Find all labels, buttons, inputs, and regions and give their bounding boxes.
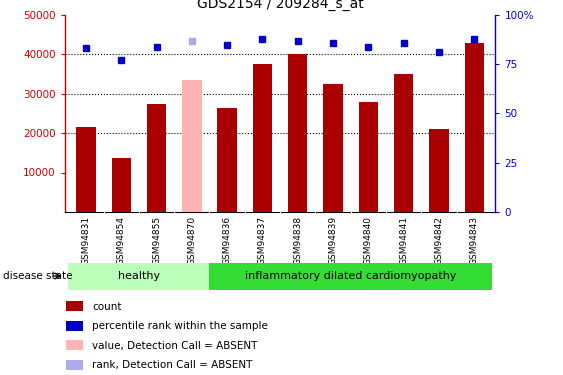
Bar (66, 321, 83, 331)
Text: GSM94870: GSM94870 (187, 216, 196, 265)
Bar (253, 64, 272, 212)
Bar (66, 360, 83, 370)
Bar (429, 129, 449, 212)
Bar (209, 262, 492, 290)
Text: GSM94838: GSM94838 (293, 216, 302, 265)
Text: GSM94840: GSM94840 (364, 216, 373, 265)
Text: GSM94843: GSM94843 (470, 216, 479, 265)
Bar (66, 301, 83, 311)
Text: disease state: disease state (3, 271, 73, 281)
Text: GSM94836: GSM94836 (222, 216, 231, 265)
Text: GSM94837: GSM94837 (258, 216, 267, 265)
Text: GSM94854: GSM94854 (117, 216, 126, 265)
Text: inflammatory dilated cardiomyopathy: inflammatory dilated cardiomyopathy (245, 271, 457, 281)
Text: GSM94831: GSM94831 (82, 216, 91, 265)
Text: rank, Detection Call = ABSENT: rank, Detection Call = ABSENT (92, 360, 253, 370)
Bar (323, 84, 343, 212)
Bar (182, 80, 202, 212)
Text: GSM94839: GSM94839 (329, 216, 338, 265)
Bar (288, 54, 307, 212)
Text: GSM94841: GSM94841 (399, 216, 408, 265)
Text: count: count (92, 302, 122, 312)
Text: GSM94842: GSM94842 (435, 216, 444, 265)
Bar (111, 158, 131, 212)
Bar (76, 127, 96, 212)
Bar (68, 262, 209, 290)
Bar (66, 340, 83, 350)
Title: GDS2154 / 209284_s_at: GDS2154 / 209284_s_at (196, 0, 364, 11)
Bar (359, 102, 378, 212)
Bar (394, 74, 413, 212)
Bar (147, 104, 166, 212)
Text: GSM94855: GSM94855 (152, 216, 161, 265)
Text: percentile rank within the sample: percentile rank within the sample (92, 321, 268, 331)
Bar (464, 43, 484, 212)
Text: healthy: healthy (118, 271, 160, 281)
Bar (217, 108, 237, 212)
Text: value, Detection Call = ABSENT: value, Detection Call = ABSENT (92, 341, 257, 351)
